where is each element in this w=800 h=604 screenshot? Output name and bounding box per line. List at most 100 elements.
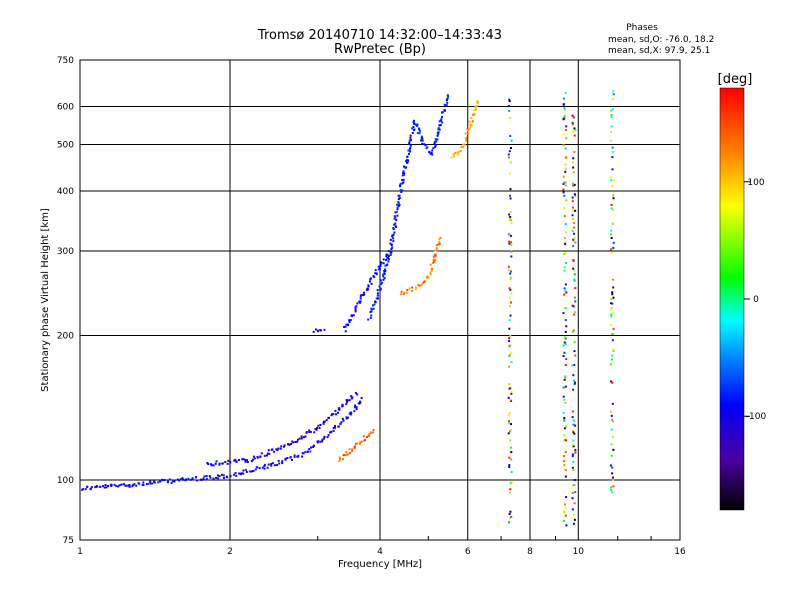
data-point bbox=[508, 466, 511, 469]
y-tick-label: 750 bbox=[57, 56, 74, 66]
data-point bbox=[572, 379, 575, 382]
data-point bbox=[509, 314, 512, 317]
data-point bbox=[378, 267, 381, 270]
data-point bbox=[563, 510, 566, 513]
y-tick-label: 75 bbox=[63, 536, 74, 546]
data-point bbox=[574, 209, 577, 212]
data-point bbox=[399, 183, 402, 186]
data-point bbox=[571, 121, 574, 124]
data-point bbox=[573, 127, 576, 130]
data-point bbox=[354, 391, 357, 394]
data-point bbox=[354, 442, 357, 445]
data-point bbox=[400, 290, 403, 293]
data-point bbox=[573, 279, 576, 282]
data-point bbox=[392, 237, 395, 240]
data-point bbox=[564, 330, 567, 333]
data-point bbox=[612, 208, 615, 211]
data-point bbox=[610, 203, 613, 206]
data-point bbox=[433, 253, 436, 256]
data-point bbox=[241, 458, 244, 461]
data-point bbox=[563, 336, 566, 339]
data-point bbox=[457, 153, 460, 156]
data-point bbox=[477, 101, 480, 104]
data-point bbox=[403, 291, 406, 294]
data-point bbox=[465, 140, 468, 143]
data-point bbox=[250, 470, 253, 473]
data-point bbox=[379, 263, 382, 266]
data-point bbox=[610, 428, 613, 431]
data-point bbox=[356, 302, 359, 305]
data-point bbox=[372, 307, 375, 310]
data-point bbox=[571, 508, 574, 511]
data-point bbox=[234, 458, 237, 461]
data-point bbox=[610, 233, 613, 236]
data-point bbox=[432, 147, 435, 150]
data-point bbox=[508, 337, 511, 340]
data-point bbox=[317, 424, 320, 427]
data-point bbox=[397, 198, 400, 201]
data-point bbox=[469, 123, 472, 126]
data-point bbox=[360, 440, 363, 443]
data-point bbox=[510, 481, 513, 484]
data-point bbox=[166, 481, 169, 484]
data-point bbox=[508, 100, 511, 103]
data-point bbox=[349, 452, 352, 455]
data-point bbox=[406, 161, 409, 164]
data-point bbox=[368, 433, 371, 436]
data-point bbox=[279, 447, 282, 450]
data-point bbox=[379, 287, 382, 290]
data-point bbox=[344, 330, 347, 333]
data-point bbox=[508, 327, 511, 330]
data-point bbox=[355, 406, 358, 409]
data-point bbox=[387, 256, 390, 259]
data-point bbox=[562, 395, 565, 398]
data-point bbox=[563, 194, 566, 197]
data-point bbox=[280, 445, 283, 448]
data-point bbox=[563, 417, 566, 420]
data-point bbox=[421, 142, 424, 145]
data-point bbox=[573, 278, 576, 281]
data-point bbox=[572, 443, 575, 446]
data-point bbox=[612, 286, 615, 289]
data-point bbox=[400, 178, 403, 181]
data-point bbox=[253, 457, 256, 460]
data-point bbox=[304, 435, 307, 438]
data-point bbox=[438, 128, 441, 131]
data-point bbox=[572, 116, 575, 119]
data-point bbox=[132, 483, 135, 486]
data-point bbox=[507, 105, 510, 108]
data-point bbox=[291, 440, 294, 443]
data-point bbox=[475, 104, 478, 107]
data-point bbox=[392, 226, 395, 229]
data-point bbox=[563, 269, 566, 272]
data-point bbox=[571, 196, 574, 199]
data-point bbox=[314, 328, 317, 331]
data-point bbox=[411, 286, 414, 289]
data-point bbox=[508, 305, 511, 308]
data-point bbox=[612, 485, 615, 488]
data-point bbox=[409, 150, 412, 153]
data-point bbox=[377, 268, 380, 271]
data-point bbox=[394, 217, 397, 220]
data-point bbox=[572, 484, 575, 487]
data-point bbox=[571, 453, 574, 456]
data-point bbox=[309, 446, 312, 449]
data-point bbox=[509, 241, 512, 244]
data-point bbox=[341, 417, 344, 420]
data-point bbox=[205, 475, 208, 478]
data-point bbox=[245, 470, 248, 473]
data-point bbox=[375, 273, 378, 276]
data-point bbox=[573, 296, 576, 299]
data-point bbox=[220, 473, 223, 476]
data-point bbox=[574, 194, 577, 197]
data-point bbox=[423, 281, 426, 284]
data-point bbox=[334, 426, 337, 429]
data-point bbox=[509, 135, 512, 138]
data-point bbox=[345, 417, 348, 420]
data-point bbox=[235, 460, 238, 463]
data-point bbox=[341, 404, 344, 407]
data-point bbox=[564, 262, 567, 265]
data-point bbox=[248, 470, 251, 473]
data-point bbox=[438, 241, 441, 244]
data-point bbox=[335, 413, 338, 416]
